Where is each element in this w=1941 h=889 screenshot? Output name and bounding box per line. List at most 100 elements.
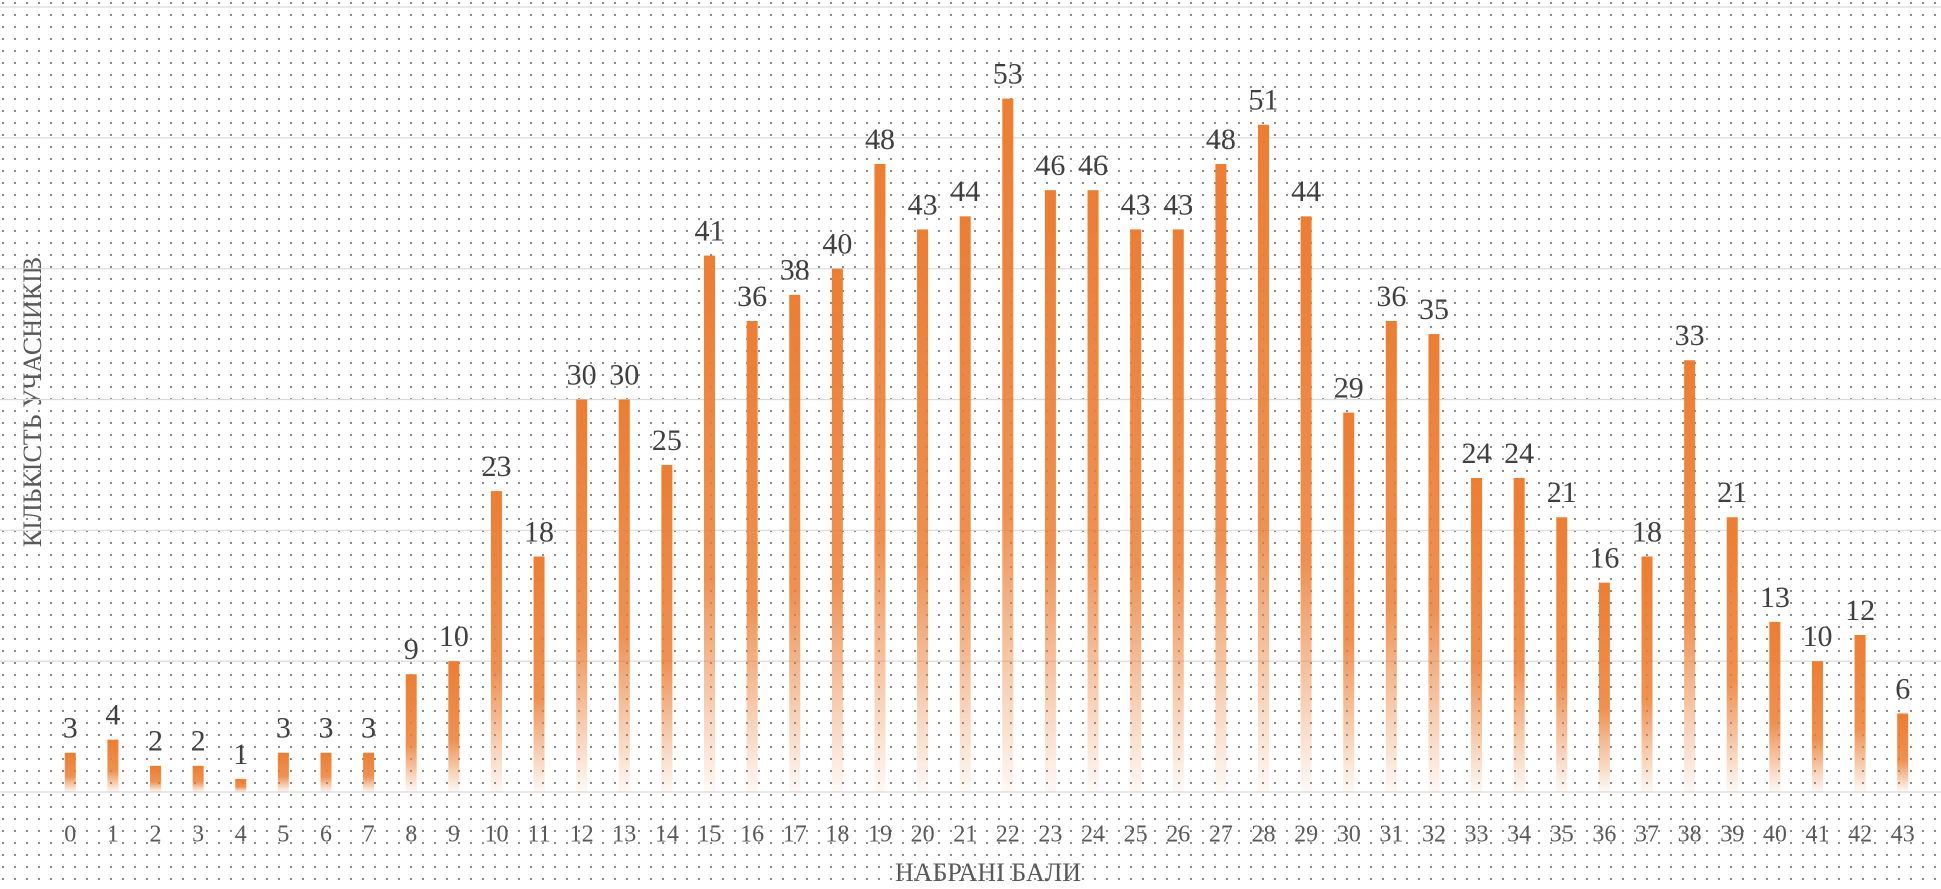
- value-label: 51: [1248, 84, 1278, 117]
- bar: [1002, 98, 1014, 793]
- bar: [1385, 321, 1397, 792]
- x-tick-label: 18: [825, 822, 849, 848]
- x-tick-label: 11: [528, 822, 551, 848]
- bar: [831, 268, 843, 793]
- x-tick-label: 29: [1294, 822, 1318, 848]
- bar: [1811, 661, 1823, 792]
- bar: [1684, 360, 1696, 792]
- x-tick-label: 27: [1209, 822, 1233, 848]
- value-label: 46: [1035, 149, 1065, 182]
- x-tick-label: 37: [1635, 822, 1659, 848]
- value-label: 3: [361, 712, 376, 745]
- bar: [1769, 621, 1781, 792]
- bar: [704, 255, 716, 793]
- x-tick-label: 25: [1124, 822, 1148, 848]
- bar: [1130, 229, 1142, 792]
- value-label: 40: [822, 228, 852, 261]
- value-label: 38: [780, 254, 810, 287]
- value-label: 24: [1504, 437, 1534, 470]
- bar: [320, 752, 332, 792]
- bar: [1556, 517, 1568, 792]
- bar: [746, 321, 758, 792]
- value-label: 44: [950, 175, 980, 208]
- bar: [1257, 124, 1269, 792]
- bar: [448, 661, 460, 792]
- value-label: 41: [695, 214, 725, 247]
- value-label: 35: [1419, 293, 1449, 326]
- value-label: 1: [233, 738, 248, 771]
- x-tick-label: 20: [911, 822, 935, 848]
- value-label: 29: [1334, 371, 1364, 404]
- x-tick-label: 14: [655, 822, 679, 848]
- value-label: 18: [524, 515, 554, 548]
- value-label: 9: [404, 633, 419, 666]
- bar: [150, 765, 162, 792]
- value-label: 21: [1717, 476, 1747, 509]
- x-tick-label: 1: [107, 822, 119, 848]
- value-label: 3: [318, 712, 333, 745]
- x-tick-label: 6: [320, 822, 332, 848]
- value-label: 2: [191, 725, 206, 758]
- x-tick-label: 34: [1507, 822, 1531, 848]
- bar: [576, 399, 588, 792]
- bar: [789, 294, 801, 792]
- bar: [1854, 635, 1866, 792]
- x-tick-label: 7: [363, 822, 375, 848]
- x-tick-label: 43: [1891, 822, 1915, 848]
- x-tick-label: 12: [570, 822, 594, 848]
- value-label: 12: [1845, 594, 1875, 627]
- bar: [1471, 478, 1483, 792]
- bar: [959, 216, 971, 793]
- x-tick-label: 17: [783, 822, 807, 848]
- x-tick-label: 31: [1379, 822, 1403, 848]
- bar: [1598, 582, 1610, 792]
- x-tick-label: 41: [1805, 822, 1829, 848]
- bar: [1172, 229, 1184, 792]
- value-label: 48: [1206, 123, 1236, 156]
- x-tick-label: 19: [868, 822, 892, 848]
- value-label: 23: [481, 450, 511, 483]
- value-label: 25: [652, 424, 682, 457]
- bar: [490, 491, 502, 792]
- value-label: 36: [737, 280, 767, 313]
- x-tick-label: 10: [484, 822, 508, 848]
- bar: [874, 164, 886, 792]
- value-label: 4: [105, 699, 120, 732]
- bar: [192, 765, 204, 792]
- x-tick-label: 28: [1251, 822, 1275, 848]
- x-tick-label: 39: [1720, 822, 1744, 848]
- value-label: 3: [63, 712, 78, 745]
- bar: [1300, 216, 1312, 793]
- x-axis-title: НАБРАНІ БАЛИ: [895, 858, 1081, 887]
- value-label: 10: [1802, 620, 1832, 653]
- y-axis-title: КІЛЬКІСТЬ УЧАСНИКІВ: [18, 257, 47, 547]
- x-tick-label: 33: [1465, 822, 1489, 848]
- x-tick-label: 2: [150, 822, 162, 848]
- x-tick-label: 4: [235, 822, 247, 848]
- value-label: 30: [567, 358, 597, 391]
- bar: [405, 674, 417, 792]
- x-tick-label: 22: [996, 822, 1020, 848]
- x-tick-label: 3: [192, 822, 204, 848]
- x-tick-label: 0: [64, 822, 76, 848]
- x-tick-label: 15: [698, 822, 722, 848]
- bar: [1726, 517, 1738, 792]
- bar: [661, 464, 673, 792]
- value-label: 48: [865, 123, 895, 156]
- value-label: 30: [609, 358, 639, 391]
- bar: [107, 739, 119, 792]
- value-label: 3: [276, 712, 291, 745]
- value-label: 33: [1675, 319, 1705, 352]
- value-label: 6: [1895, 672, 1910, 705]
- x-tick-label: 42: [1848, 822, 1872, 848]
- x-tick-label: 13: [612, 822, 636, 848]
- x-tick-label: 35: [1550, 822, 1574, 848]
- x-tick-label: 21: [953, 822, 977, 848]
- value-label: 13: [1760, 581, 1790, 614]
- bar: [618, 399, 630, 792]
- value-label: 21: [1547, 476, 1577, 509]
- bar: [1897, 713, 1909, 792]
- bar: [1513, 478, 1525, 792]
- bar: [1641, 556, 1653, 792]
